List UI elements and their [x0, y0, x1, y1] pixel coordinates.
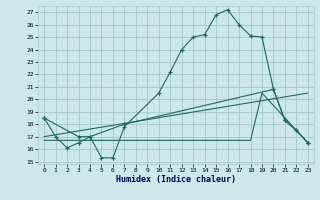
X-axis label: Humidex (Indice chaleur): Humidex (Indice chaleur)	[116, 175, 236, 184]
